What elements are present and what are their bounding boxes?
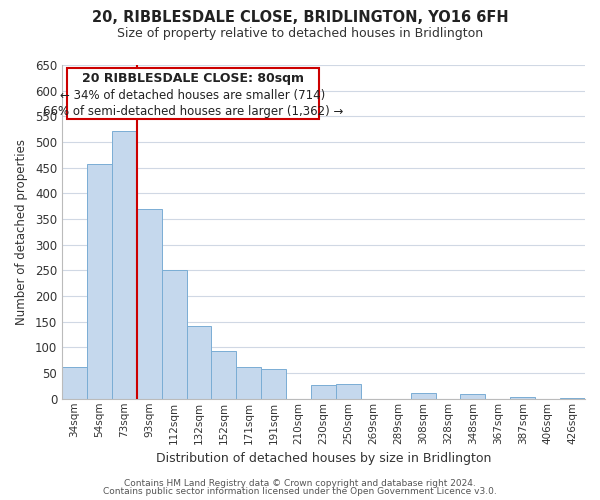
X-axis label: Distribution of detached houses by size in Bridlington: Distribution of detached houses by size … [156,452,491,465]
Bar [112,131,137,399]
Text: Contains HM Land Registry data © Crown copyright and database right 2024.: Contains HM Land Registry data © Crown c… [124,478,476,488]
Bar [410,392,436,399]
Text: ← 34% of detached houses are smaller (714): ← 34% of detached houses are smaller (71… [60,88,325,102]
Bar [336,384,361,399]
Bar [236,367,261,399]
Text: Size of property relative to detached houses in Bridlington: Size of property relative to detached ho… [117,28,483,40]
Bar [161,270,187,399]
Text: Contains public sector information licensed under the Open Government Licence v3: Contains public sector information licen… [103,487,497,496]
Bar [311,385,336,399]
Bar [211,351,236,399]
Bar [261,370,286,399]
Bar [510,397,535,399]
Bar [460,394,485,399]
Bar [560,398,585,399]
Bar [187,326,211,399]
Bar [137,210,161,399]
Text: 66% of semi-detached houses are larger (1,362) →: 66% of semi-detached houses are larger (… [43,105,343,118]
Bar [87,164,112,399]
Text: 20 RIBBLESDALE CLOSE: 80sqm: 20 RIBBLESDALE CLOSE: 80sqm [82,72,304,85]
Text: 20, RIBBLESDALE CLOSE, BRIDLINGTON, YO16 6FH: 20, RIBBLESDALE CLOSE, BRIDLINGTON, YO16… [92,10,508,25]
Bar [62,367,87,399]
Y-axis label: Number of detached properties: Number of detached properties [15,139,28,325]
